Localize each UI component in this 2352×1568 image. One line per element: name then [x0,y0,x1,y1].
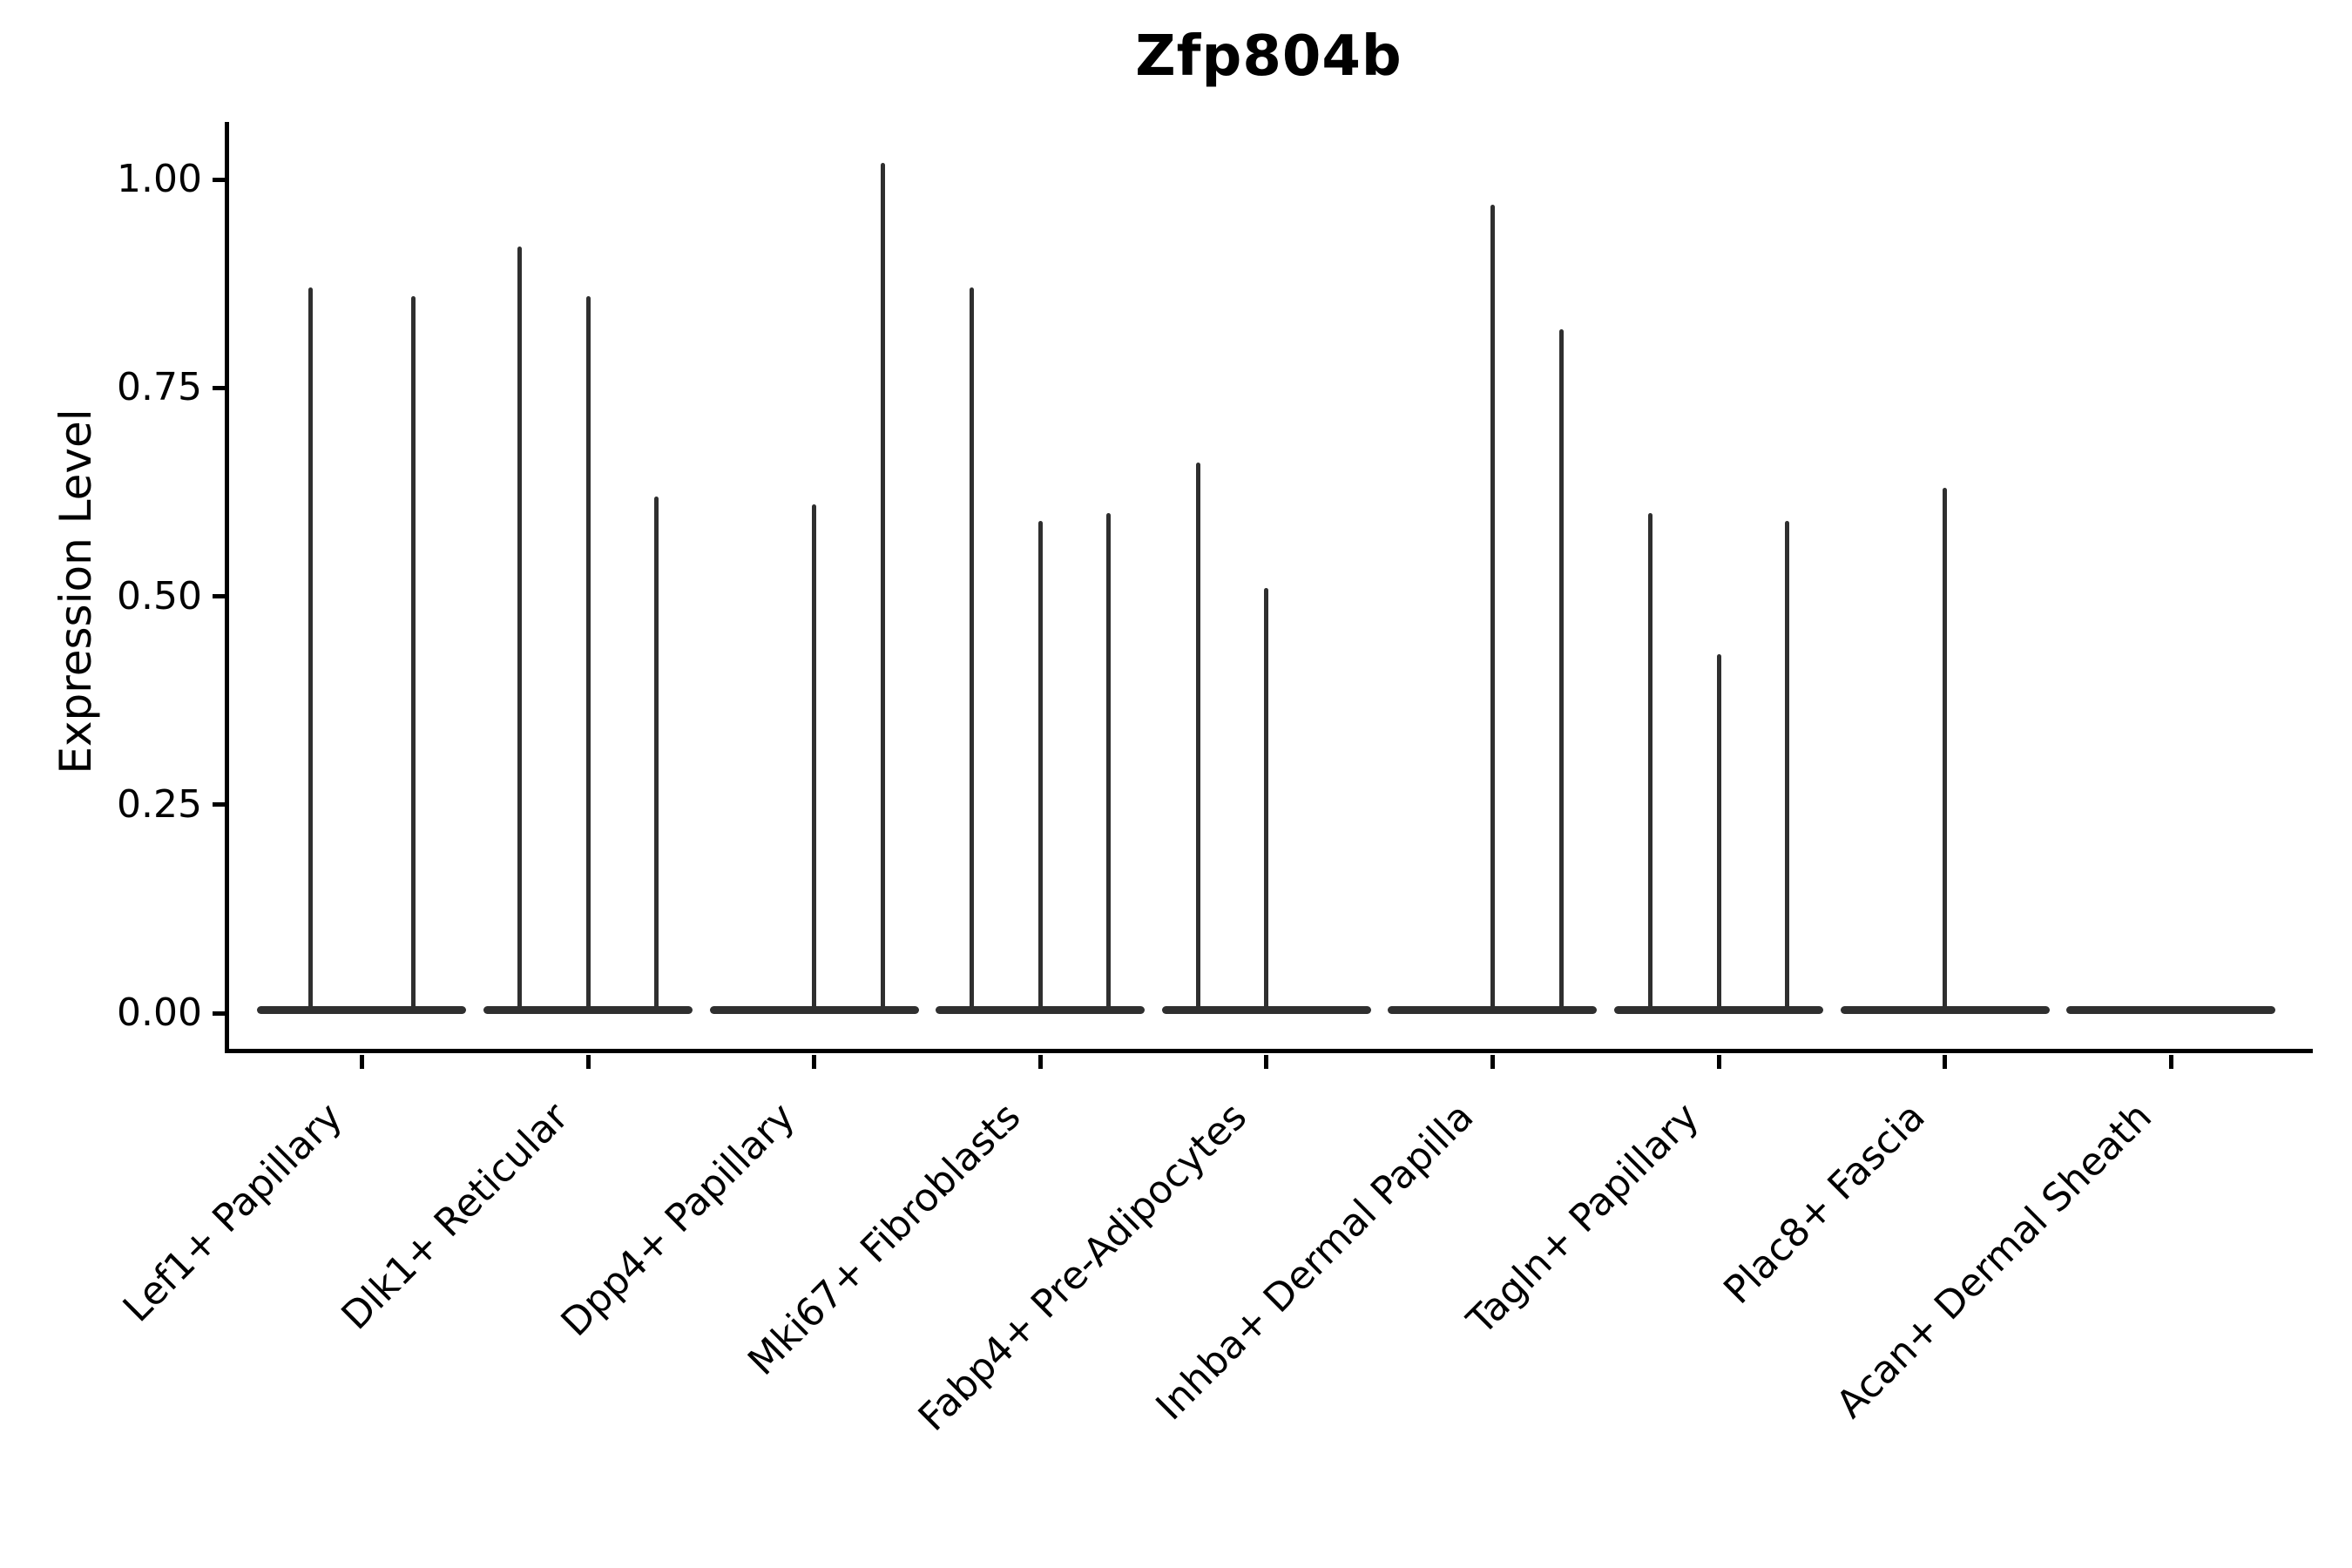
plot-title: Zfp804b [1135,24,1402,89]
y-axis-tick [213,177,225,182]
violin-needle [1106,512,1112,1012]
violin-needle [1647,512,1652,1012]
y-axis-tick-label: 0.75 [117,365,202,410]
violin-needle [1264,587,1269,1012]
x-axis-tick [1264,1055,1269,1069]
violin-needle [880,162,885,1012]
violin-needle [1037,521,1043,1012]
violin-needle [1195,463,1200,1012]
x-axis-tick [1716,1055,1721,1069]
y-axis-tick-label: 0.25 [117,781,202,827]
violin-needle [812,504,817,1012]
y-axis-tick [213,385,225,390]
violin-baseline [2066,1006,2276,1014]
y-axis-tick-label: 0.00 [117,990,202,1035]
violin-needle [970,287,975,1012]
y-axis-tick-label: 1.00 [117,157,202,201]
x-axis-tick [1943,1055,1948,1069]
violin-needle [1490,204,1495,1012]
violin-needle [585,295,591,1012]
x-axis-category-label: Dlk1+ Reticular [333,1094,578,1339]
x-axis-tick [2168,1055,2173,1069]
y-axis-tick [213,802,225,808]
x-axis-category-label: Dpp4+ Papillary [552,1094,804,1346]
x-axis-category-label: Lef1+ Papillary [114,1094,351,1331]
x-axis-tick [359,1055,364,1069]
violin-needle [1558,329,1564,1012]
x-axis-tick [1490,1055,1495,1069]
x-axis-tick [1037,1055,1043,1069]
violin-needle [1943,488,1948,1012]
y-axis-tick [213,594,225,598]
plot-area [225,122,2313,1053]
x-axis-tick [585,1055,591,1069]
x-axis-category-label: Plac8+ Fascia [1715,1094,1935,1313]
violin-needle [654,496,659,1012]
violin-needle [410,295,416,1012]
y-axis-tick [213,1010,225,1016]
violin-baseline [257,1006,467,1014]
x-axis-tick [812,1055,817,1069]
violin-needle [1716,654,1721,1012]
violin-needle [1785,521,1790,1012]
x-axis-category-label: Tagln+ Papillary [1459,1094,1708,1343]
violin-needle [308,287,313,1012]
violin-needle [517,246,522,1012]
y-axis-tick-label: 0.50 [117,573,202,618]
